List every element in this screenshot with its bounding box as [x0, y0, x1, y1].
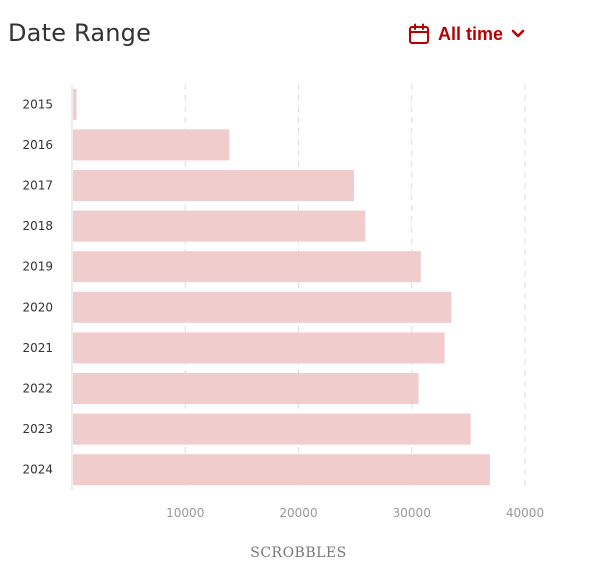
bar[interactable] — [73, 251, 421, 283]
x-tick-label: 20000 — [279, 506, 317, 520]
bar[interactable] — [73, 170, 354, 201]
bar[interactable] — [73, 454, 490, 486]
year-label: 2018 — [22, 219, 53, 233]
bar[interactable] — [73, 129, 230, 161]
bar[interactable] — [73, 210, 366, 242]
year-label: 2022 — [22, 382, 53, 396]
year-labels: 2015 2016 2017 2018 2019 2020 2021 2022 2023 2024 — [22, 97, 53, 476]
bar[interactable] — [73, 291, 452, 323]
bar[interactable] — [73, 373, 419, 404]
year-label: 2020 — [22, 300, 53, 314]
calendar-icon — [408, 23, 430, 45]
x-tick-label: 30000 — [393, 506, 431, 520]
year-label: 2019 — [22, 260, 53, 274]
header: Date Range All time — [0, 0, 597, 70]
year-label: 2015 — [22, 97, 53, 111]
scrobbles-bar-chart: 2015 2016 2017 2018 2019 2020 2021 2022 2023 2024… — [22, 84, 544, 561]
bars — [73, 88, 490, 486]
chevron-down-icon — [511, 29, 525, 39]
x-tick-labels: 10000 20000 30000 40000 — [166, 506, 544, 520]
year-label: 2017 — [22, 179, 53, 193]
year-label: 2023 — [22, 422, 53, 436]
bar[interactable] — [73, 88, 77, 120]
bar[interactable] — [73, 332, 445, 364]
date-range-dropdown[interactable]: All time — [408, 21, 525, 47]
x-tick-label: 40000 — [506, 506, 544, 520]
date-range-label: All time — [438, 23, 504, 44]
year-label: 2024 — [22, 463, 53, 477]
page-title: Date Range — [8, 19, 152, 47]
year-label: 2016 — [22, 138, 53, 152]
bar[interactable] — [73, 413, 471, 445]
x-tick-label: 10000 — [166, 506, 204, 520]
year-label: 2021 — [22, 341, 53, 355]
x-axis-title: SCROBBLES — [250, 545, 347, 561]
